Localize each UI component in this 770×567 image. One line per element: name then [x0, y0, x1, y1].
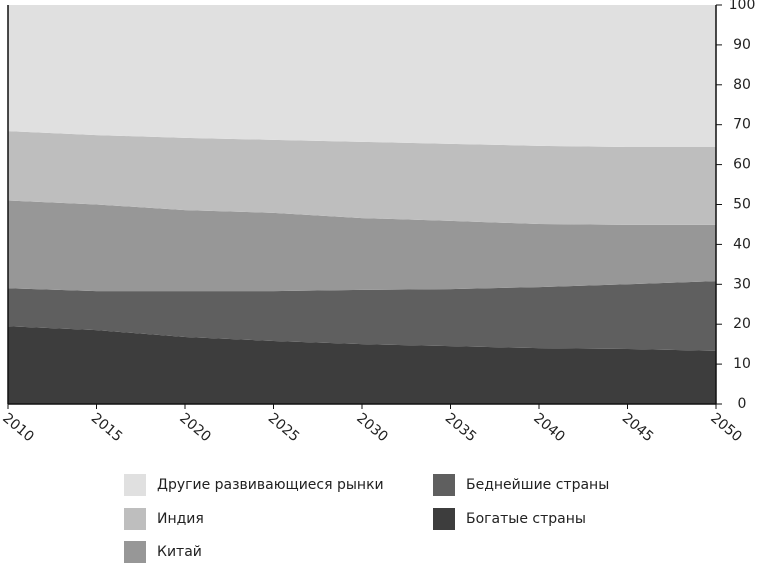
y-tick-label: 20 [733, 316, 751, 332]
y-tick-label: 100 [729, 0, 756, 13]
area [8, 5, 716, 148]
area [8, 326, 716, 404]
legend-swatch [433, 474, 455, 496]
legend-label: Китай [157, 544, 202, 560]
x-tick-label: 2045 [619, 410, 657, 445]
y-tick-label: 80 [733, 77, 751, 93]
x-tick-label: 2040 [530, 410, 568, 445]
legend-swatch [433, 508, 455, 530]
y-tick-label: 60 [733, 157, 751, 173]
legend-swatch [124, 474, 146, 496]
y-tick-label: 30 [733, 276, 751, 292]
x-tick-label: 2010 [0, 410, 37, 445]
area [8, 281, 716, 351]
y-tick-label: 70 [733, 117, 751, 133]
x-tick-label: 2015 [88, 410, 126, 445]
x-tick-label: 2025 [265, 410, 303, 445]
y-tick-label: 90 [733, 37, 751, 53]
y-tick-label: 10 [733, 356, 751, 372]
legend-label: Индия [157, 511, 204, 527]
legend-swatch [124, 541, 146, 563]
x-tick-label: 2030 [353, 410, 391, 445]
legend-label: Беднейшие страны [466, 477, 609, 493]
x-tick-label: 2050 [707, 410, 745, 445]
y-tick-label: 50 [733, 197, 751, 213]
y-tick-label: 40 [733, 236, 751, 252]
area [8, 200, 716, 292]
legend-label: Другие развивающиеся рынки [157, 477, 384, 493]
area [8, 131, 716, 225]
y-tick-label: 0 [738, 396, 747, 412]
legend-swatch [124, 508, 146, 530]
x-tick-label: 2020 [176, 410, 214, 445]
legend-label: Богатые страны [466, 511, 586, 527]
x-tick-label: 2035 [442, 410, 480, 445]
